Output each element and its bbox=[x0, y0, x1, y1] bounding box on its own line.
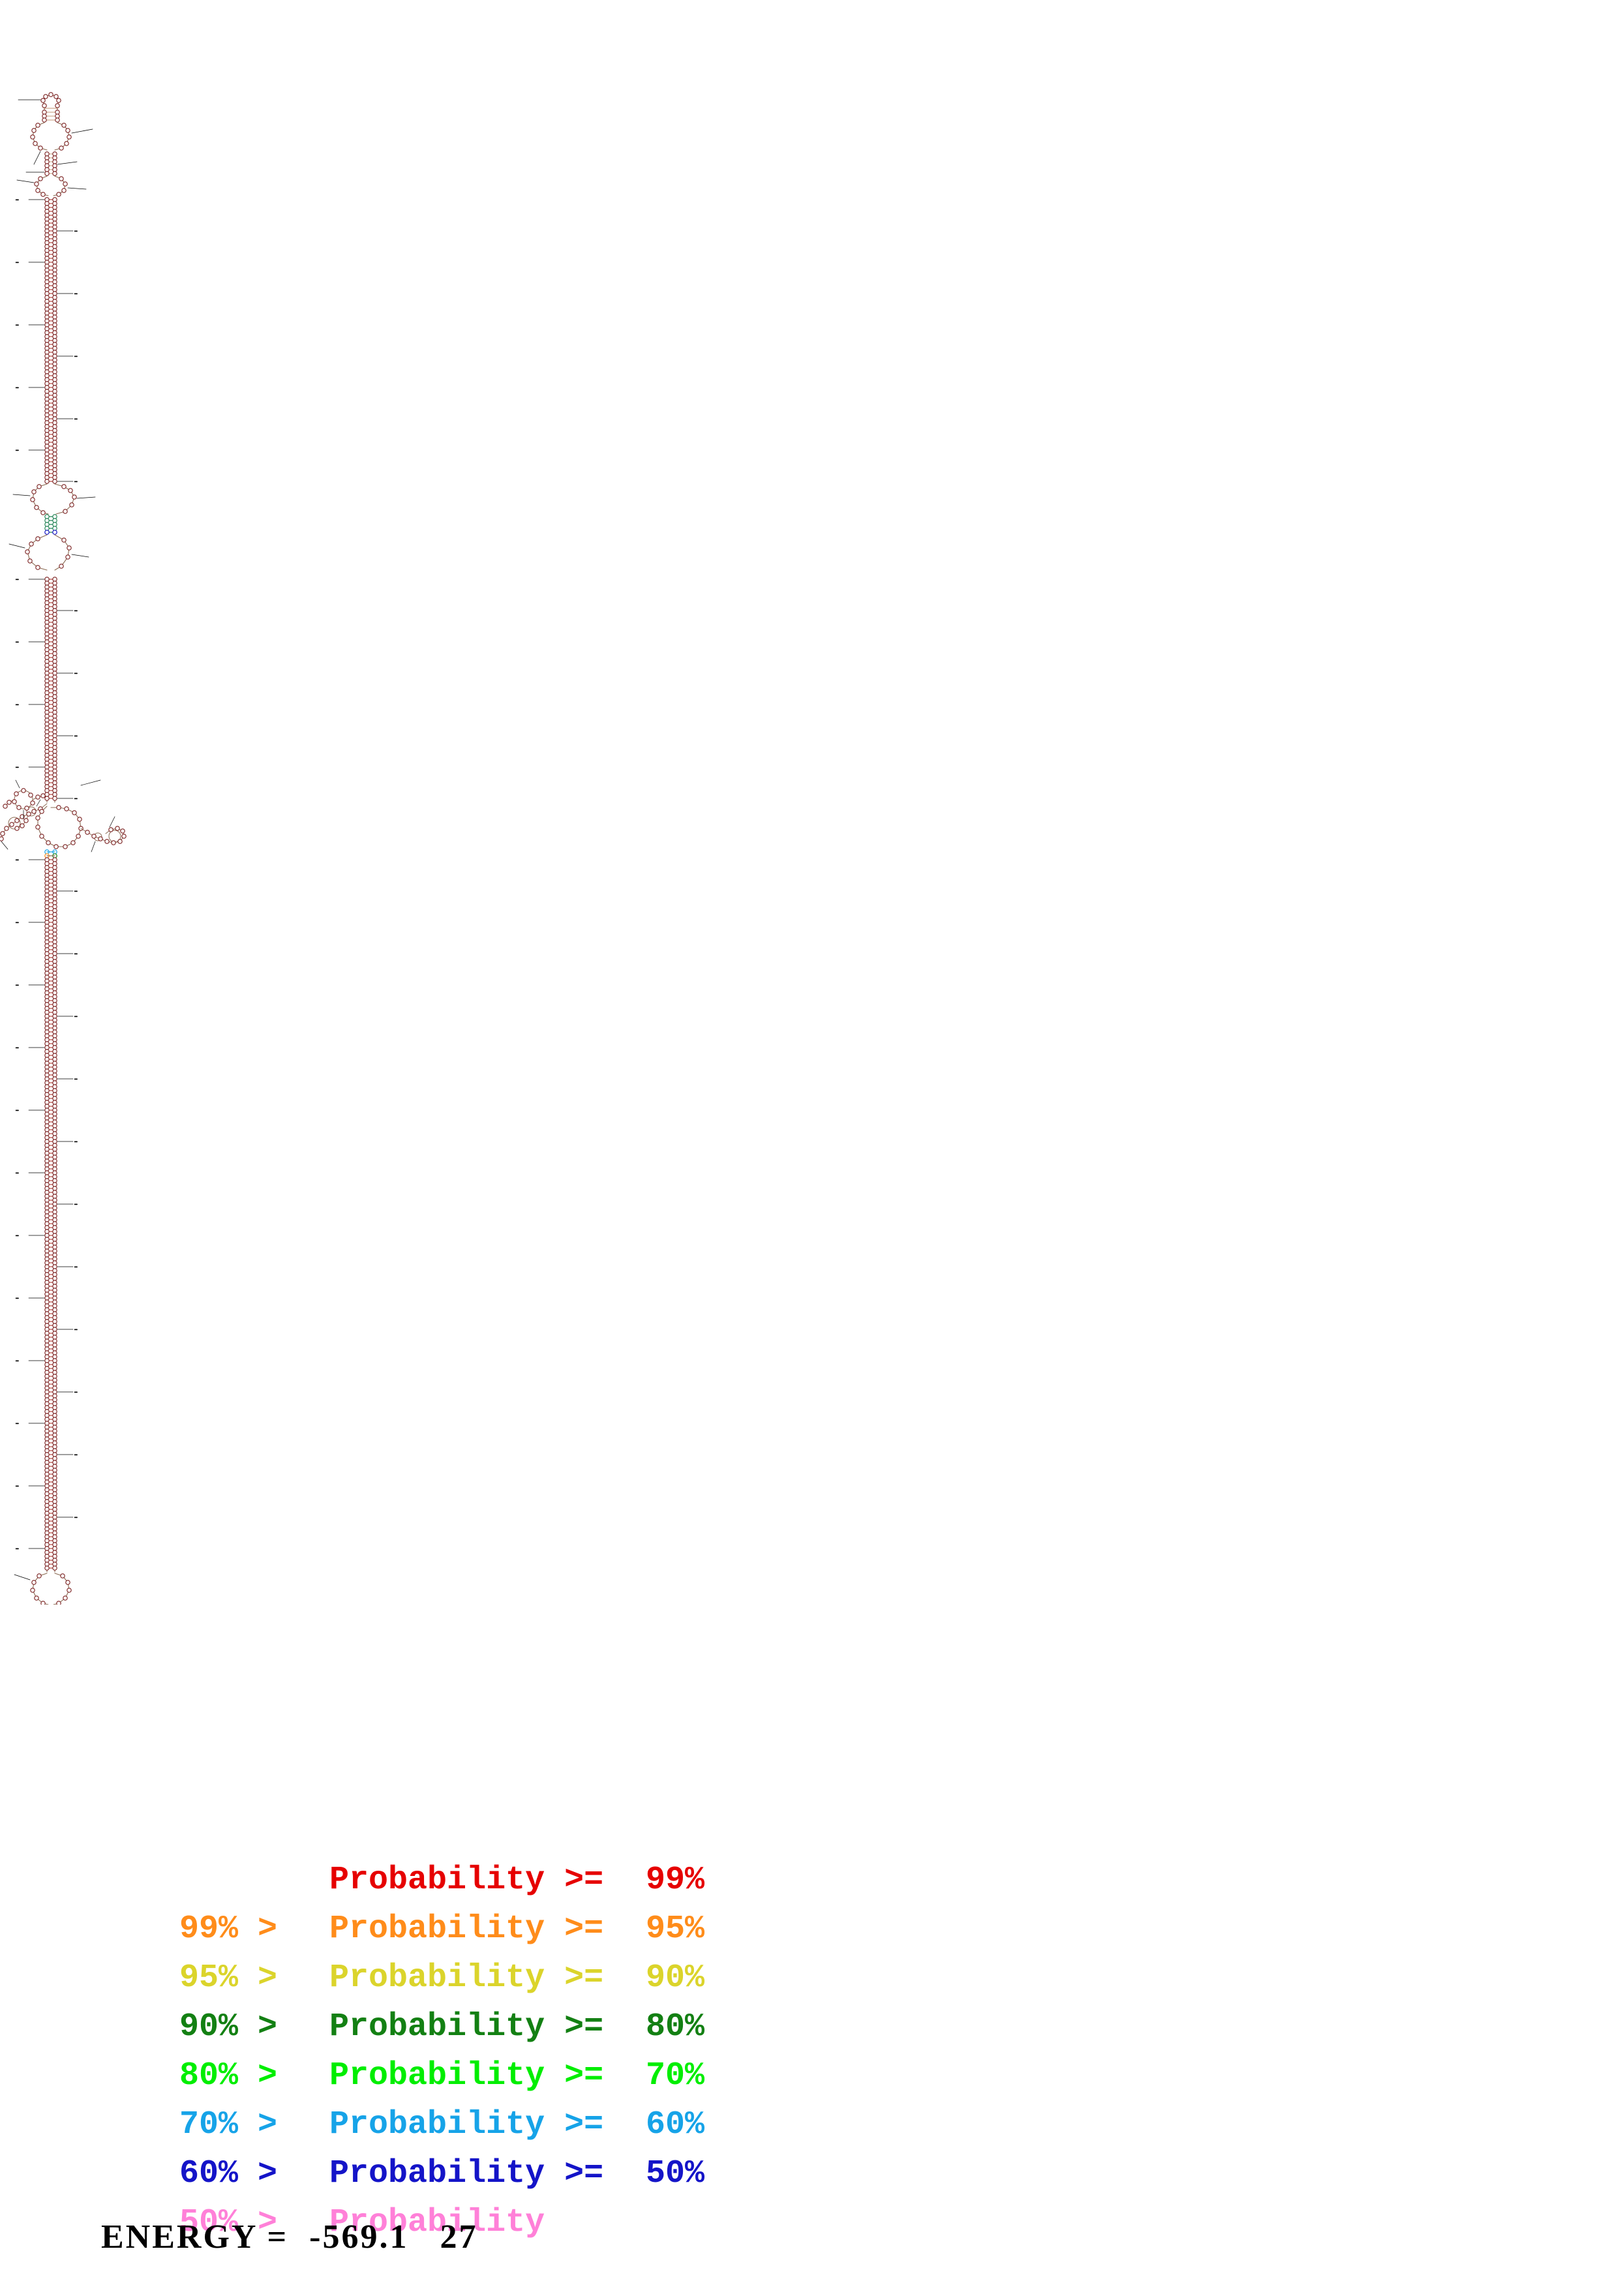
svg-text:•••: ••• bbox=[16, 921, 19, 924]
energy-annotation: ENERGY = -569.1 27 bbox=[101, 2218, 478, 2256]
svg-text:•••: ••• bbox=[16, 198, 19, 202]
legend-lower-bound: 80% > bbox=[179, 2057, 278, 2094]
legend-row: 60% > Probability >= 50% bbox=[101, 2100, 753, 2192]
svg-text:•••: ••• bbox=[16, 1485, 19, 1488]
legend-row: Probability >= 99% bbox=[101, 1807, 753, 1899]
svg-text:•••: ••• bbox=[74, 1453, 78, 1457]
legend-upper-bound: 80% bbox=[646, 2008, 705, 2046]
svg-text:•••: ••• bbox=[16, 766, 19, 769]
svg-text:•••: ••• bbox=[16, 1547, 19, 1550]
legend-upper-bound: 90% bbox=[646, 1959, 705, 1997]
svg-text:•••: ••• bbox=[16, 578, 19, 581]
svg-text:•••: ••• bbox=[74, 1516, 78, 1519]
legend-upper-bound: 99% bbox=[646, 1862, 705, 1899]
legend-row: 95% > Probability >= 90% bbox=[101, 1905, 753, 1997]
svg-text:•••: ••• bbox=[16, 386, 19, 389]
svg-text:•••: ••• bbox=[74, 292, 78, 295]
legend-lower-bound: 70% > bbox=[179, 2106, 278, 2143]
legend-row: 70% > Probability >= 60% bbox=[101, 2051, 753, 2143]
svg-text:•••: ••• bbox=[16, 1422, 19, 1425]
svg-text:•••: ••• bbox=[74, 672, 78, 675]
legend-label: Probability >= bbox=[329, 2155, 604, 2192]
svg-text:•••: ••• bbox=[74, 480, 78, 483]
svg-text:•••: ••• bbox=[74, 797, 78, 800]
legend-label: Probability >= bbox=[329, 2008, 604, 2046]
svg-text:•••: ••• bbox=[16, 1109, 19, 1112]
legend-row: 99% > Probability >= 95% bbox=[101, 1856, 753, 1948]
legend-upper-bound: 60% bbox=[646, 2106, 705, 2143]
legend-row: 90% > Probability >= 80% bbox=[101, 1954, 753, 2046]
legend-lower-bound: 99% > bbox=[179, 1911, 278, 1948]
legend-label: Probability >= bbox=[329, 1862, 604, 1899]
probability-legend: Probability >= 99% 99% > Probability >= 95%… bbox=[101, 1807, 753, 2241]
legend-lower-bound: 90% > bbox=[179, 2008, 278, 2046]
legend-label: Probability bbox=[329, 2204, 545, 2241]
svg-text:•••: ••• bbox=[74, 230, 78, 233]
svg-text:•••: ••• bbox=[16, 1046, 19, 1050]
svg-text:•••: ••• bbox=[74, 1078, 78, 1081]
rna-secondary-structure-diagram: ••• ••• ••• ••• ••• ••• ••• ••• ••• ••• bbox=[0, 91, 209, 1605]
legend-upper-bound: 70% bbox=[646, 2057, 705, 2094]
svg-text:•••: ••• bbox=[16, 984, 19, 987]
svg-text:•••: ••• bbox=[16, 1297, 19, 1300]
svg-text:•••: ••• bbox=[74, 890, 78, 893]
svg-text:•••: ••• bbox=[74, 1391, 78, 1394]
svg-text:•••: ••• bbox=[74, 1140, 78, 1143]
svg-text:•••: ••• bbox=[16, 858, 19, 862]
svg-text:•••: ••• bbox=[74, 417, 78, 421]
svg-text:•••: ••• bbox=[16, 1359, 19, 1363]
legend-upper-bound: 50% bbox=[646, 2155, 705, 2192]
svg-text:•••: ••• bbox=[16, 1171, 19, 1175]
svg-text:•••: ••• bbox=[74, 1015, 78, 1018]
legend-label: Probability >= bbox=[329, 1959, 604, 1997]
svg-text:•••: ••• bbox=[74, 1328, 78, 1331]
legend-upper-bound: 95% bbox=[646, 1911, 705, 1948]
legend-lower-bound: 60% > bbox=[179, 2155, 278, 2192]
svg-text:•••: ••• bbox=[74, 734, 78, 738]
legend-label: Probability >= bbox=[329, 2106, 604, 2143]
svg-text:•••: ••• bbox=[16, 261, 19, 264]
svg-text:•••: ••• bbox=[74, 1203, 78, 1206]
legend-label: Probability >= bbox=[329, 2057, 604, 2094]
legend-label: Probability >= bbox=[329, 1911, 604, 1948]
legend-lower-bound: 95% > bbox=[179, 1959, 278, 1997]
svg-text:•••: ••• bbox=[16, 641, 19, 644]
legend-row: 50% > Probability bbox=[101, 2149, 753, 2241]
svg-text:•••: ••• bbox=[74, 952, 78, 956]
svg-text:•••: ••• bbox=[16, 703, 19, 706]
svg-text:•••: ••• bbox=[74, 1265, 78, 1269]
svg-text:•••: ••• bbox=[74, 355, 78, 358]
svg-text:•••: ••• bbox=[16, 324, 19, 327]
svg-text:•••: ••• bbox=[16, 1234, 19, 1237]
svg-text:•••: ••• bbox=[16, 449, 19, 452]
svg-text:•••: ••• bbox=[74, 609, 78, 612]
legend-lower-bound: 50% > bbox=[179, 2204, 278, 2241]
legend-row: 80% > Probability >= 70% bbox=[101, 2002, 753, 2094]
